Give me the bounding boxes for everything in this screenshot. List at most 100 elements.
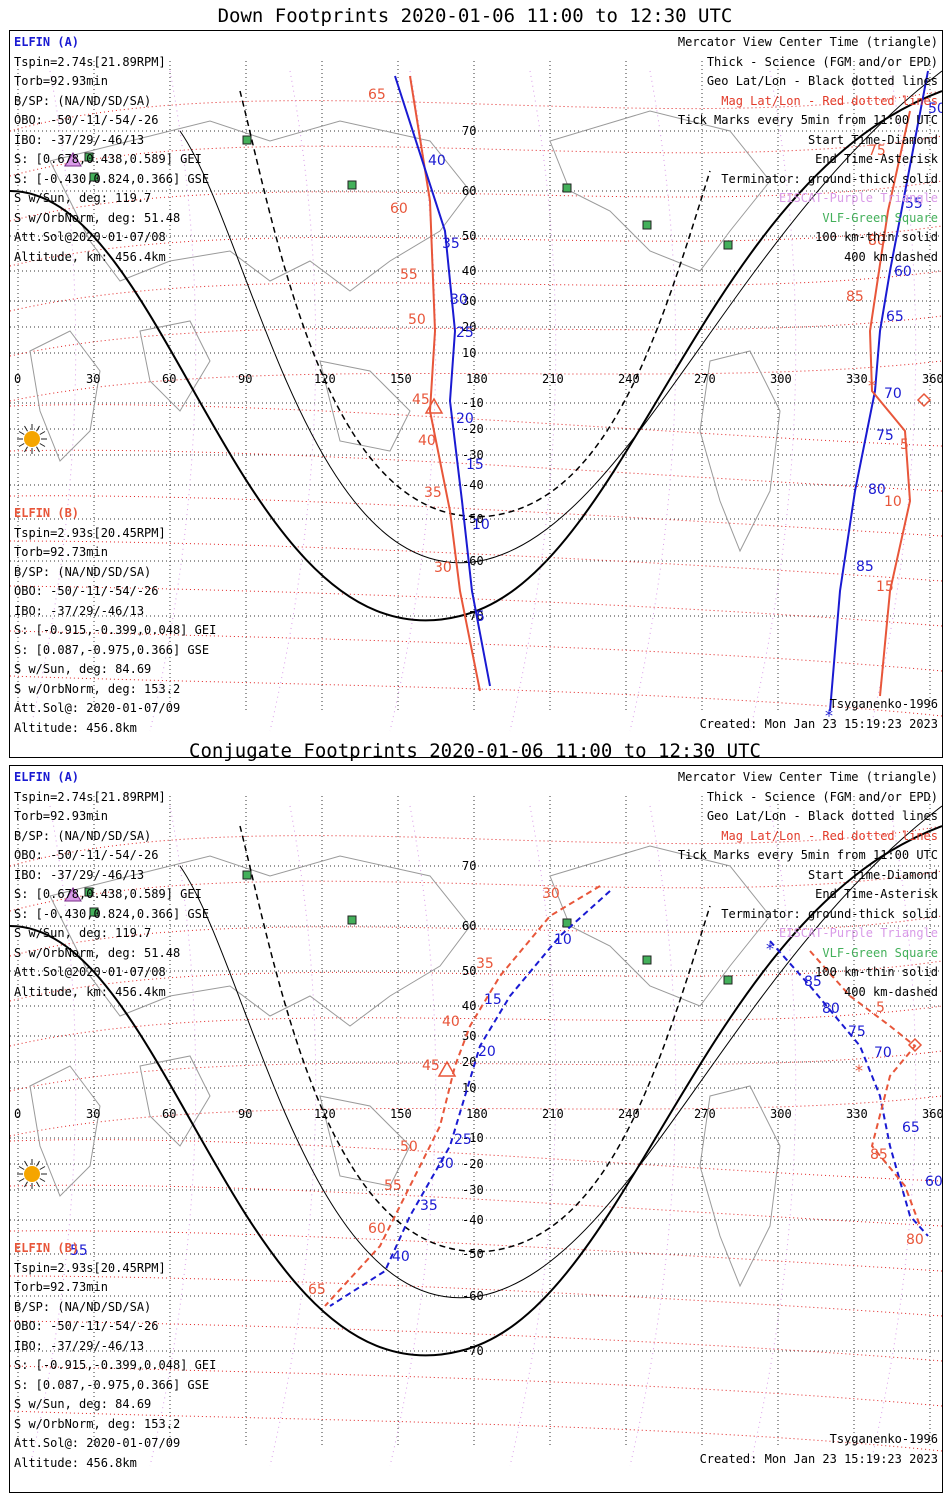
lon-label: 360	[922, 1107, 942, 1121]
info-line: S: [-0.915,-0.399,0.048] GEI	[14, 623, 217, 637]
track-label: 55	[400, 267, 418, 283]
legend-item: 100 km-thin solid	[815, 230, 938, 244]
mag-meridian	[629, 70, 677, 732]
lat-label: -20	[462, 1157, 484, 1171]
lat-label: -20	[462, 422, 484, 436]
elfin-a-track	[394, 75, 491, 687]
lon-label: 120	[314, 372, 336, 386]
legend-item: EISCAT-Purple Triangle	[779, 926, 938, 940]
legend-item: Terminator: ground-thick solid	[721, 171, 938, 186]
track-label: 40	[418, 433, 436, 449]
start-time-diamond	[916, 392, 932, 408]
end-time-asterisk: *	[766, 939, 774, 958]
info-line: B/SP: (NA/ND/SD/SA)	[14, 93, 152, 108]
elfin-a-info: ELFIN (A) Tspin=2.74s[21.89RPM] Torb=92.…	[14, 33, 209, 267]
info-line: S w/Sun, deg: 84.69	[14, 662, 152, 676]
lat-label: 50	[462, 964, 476, 978]
info-line: B/SP: (NA/ND/SD/SA)	[14, 828, 152, 843]
track-label: 60	[894, 264, 912, 280]
lat-label: 40	[462, 999, 476, 1013]
track-label: 20	[456, 411, 474, 427]
track-label: 20	[478, 1044, 496, 1060]
track-label: 30	[434, 560, 452, 576]
legend-item: Mercator View Center Time (triangle)	[677, 770, 938, 784]
info-line: S w/Sun, deg: 84.69	[14, 1397, 152, 1411]
terminator-curve	[10, 90, 942, 622]
lon-label: 90	[238, 372, 252, 386]
info-line: S: [0.087,-0.975,0.366] GSE	[14, 642, 210, 657]
panel-title-down: Down Footprints 2020-01-06 11:00 to 12:3…	[217, 5, 733, 27]
legend-item: Thick - Science (FGM and/or EPD)	[706, 54, 938, 69]
lat-label: -50	[462, 512, 484, 526]
mag-grid-line	[10, 180, 942, 222]
info-line: OBO: -50/-11/-54/-26	[14, 113, 159, 127]
track-label: 15	[484, 992, 502, 1008]
mag-grid-line	[10, 90, 942, 132]
track-label: 50	[928, 101, 942, 117]
info-line: Tspin=2.74s[21.89RPM]	[14, 54, 166, 69]
track-label: 85	[804, 974, 822, 990]
coastline	[49, 855, 471, 1027]
legend-item: Geo Lat/Lon - Black dotted lines	[706, 809, 938, 823]
lat-label: 70	[462, 859, 476, 873]
info-line: S w/Sun, deg: 119.7	[14, 191, 152, 205]
lat-label: -60	[462, 1289, 484, 1303]
lon-label: 150	[390, 372, 412, 386]
info-line: Torb=92.73min	[14, 545, 108, 559]
map-panel-down: 0 30 60 90 120 150 180 210 240 270 300 330 360 70 60 50…	[9, 30, 943, 758]
vlf-station-marker	[642, 955, 652, 965]
track-label: 70	[874, 1045, 892, 1061]
vlf-station-marker	[84, 152, 94, 162]
model-label: Tsyganenko-1996	[829, 1432, 938, 1446]
info-line: IBO: -37/29/-46/13	[14, 1338, 145, 1353]
elfin-b-track-east	[809, 950, 921, 1227]
elfin-a-label: ELFIN (A)	[14, 770, 80, 784]
elfin-a-track-east	[829, 70, 929, 712]
center-time-triangle	[437, 1060, 457, 1077]
lon-label: 90	[238, 1107, 252, 1121]
lat-label: 20	[462, 320, 476, 334]
lat-label: -70	[462, 1344, 484, 1358]
track-label: 50	[400, 1139, 418, 1155]
vlf-station-marker	[642, 220, 652, 230]
elfin-b-track	[324, 885, 601, 1307]
legend-item: VLF-Green Square	[822, 210, 938, 225]
info-line: Att.Sol@: 2020-01-07/09	[14, 1436, 181, 1450]
model-label: Tsyganenko-1996	[829, 697, 938, 711]
track-label: 65	[368, 87, 386, 103]
mag-meridian	[389, 805, 437, 1467]
track-label: 40	[392, 1249, 410, 1265]
track-label: 40	[442, 1014, 460, 1030]
altitude-400km-curve	[239, 90, 711, 518]
info-line: S: [-0.430,0.824,0.366] GSE	[14, 171, 210, 186]
vlf-station-marker	[242, 135, 252, 145]
info-line: Torb=92.93min	[14, 74, 108, 88]
legend-item: End Time-Asterisk	[815, 152, 938, 166]
vlf-station-marker	[723, 975, 733, 985]
info-line: OBO: -50/-11/-54/-26	[14, 584, 159, 598]
elfin-b-label: ELFIN (B)	[14, 506, 80, 520]
track-label: 60	[390, 201, 408, 217]
info-line: S w/Sun, deg: 119.7	[14, 926, 152, 940]
elfin-b-track	[409, 75, 481, 692]
legend-item: VLF-Green Square	[822, 945, 938, 960]
info-line: Tspin=2.93s[20.45RPM]	[14, 1260, 166, 1275]
track-label: 25	[454, 1132, 472, 1148]
lat-label: -60	[462, 554, 484, 568]
created-label: Created: Mon Jan 23 15:19:23 2023	[699, 717, 938, 731]
coastline	[319, 360, 411, 452]
lat-label: -30	[462, 1183, 484, 1197]
info-line: S: [0.087,-0.975,0.366] GSE	[14, 1377, 210, 1392]
legend-item: 400 km-dashed	[844, 249, 938, 264]
mag-grid-line	[10, 870, 942, 912]
vlf-station-marker	[562, 918, 572, 928]
elfin-a-label: ELFIN (A)	[14, 35, 80, 49]
mag-grid-line	[10, 270, 942, 312]
legend-item: Tick Marks every 5min from 11:00 UTC	[677, 113, 938, 127]
coastline	[139, 320, 211, 412]
info-line: Att.Sol@2020-01-07/08	[14, 965, 166, 979]
track-label: 35	[424, 485, 442, 501]
track-label: 55	[384, 1178, 402, 1194]
end-time-asterisk: *	[855, 1061, 863, 1080]
vlf-station-marker	[242, 870, 252, 880]
